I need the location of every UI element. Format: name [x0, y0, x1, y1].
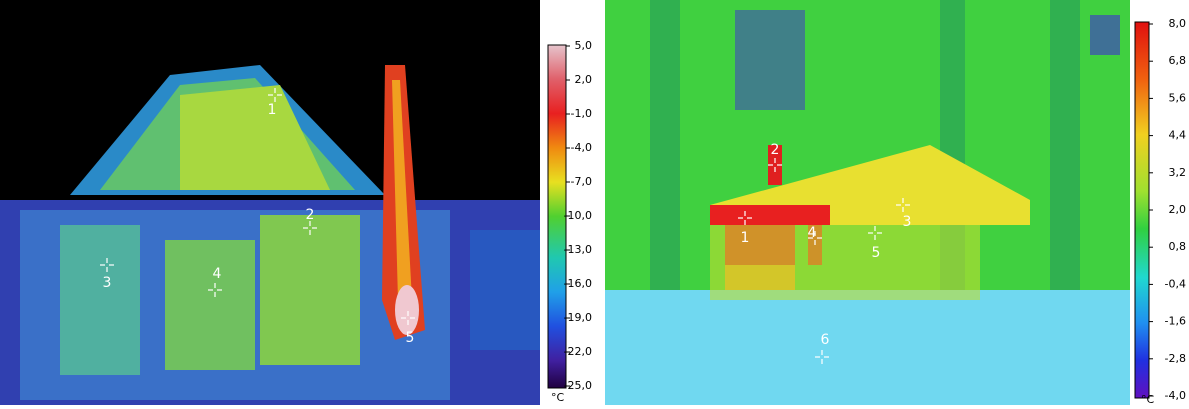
scale-label: -13,0: [564, 243, 592, 256]
scale-label: 0,8: [1169, 240, 1187, 253]
measure-label: 6: [821, 332, 830, 348]
measure-label: 5: [872, 245, 881, 261]
measure-label: 5: [406, 330, 415, 346]
right-unit: °C: [1141, 393, 1155, 405]
measure-label: 1: [741, 230, 750, 246]
scale-label: 5,0: [575, 39, 593, 52]
right-color-scale: [1135, 22, 1149, 398]
scale-label: -19,0: [564, 311, 592, 324]
scale-label: 2,0: [575, 73, 593, 86]
scale-label: -22,0: [564, 345, 592, 358]
measure-label: 3: [103, 275, 112, 291]
scale-label: 5,6: [1169, 91, 1187, 104]
scale-label: 2,0: [1169, 203, 1187, 216]
left-thermal-image: [0, 0, 540, 405]
scale-label: -25,0: [564, 379, 592, 392]
left-unit: °C: [551, 391, 565, 404]
measure-label: 4: [808, 225, 817, 241]
scale-label: 3,2: [1169, 166, 1187, 179]
scale-label: 8,0: [1169, 17, 1187, 30]
measure-label: 3: [903, 214, 912, 230]
scale-label: -16,0: [564, 277, 592, 290]
scale-label: 4,4: [1169, 129, 1187, 142]
scale-label: -10,0: [564, 209, 592, 222]
measure-label: 2: [771, 142, 780, 158]
measure-label: 2: [306, 207, 315, 223]
scale-label: -1,6: [1165, 315, 1186, 328]
measure-label: 4: [213, 266, 222, 282]
right-thermal-image: [605, 0, 1130, 405]
scale-label: -1,0: [571, 107, 592, 120]
scale-label: -7,0: [571, 175, 592, 188]
thermal-page: °C °C 5,0 2,0 -1,0 -4,0 -7,0 -10,0 -13,0 -16,0 -…: [0, 0, 1189, 405]
scale-label: -4,0: [1165, 389, 1186, 402]
scale-label: -4,0: [571, 141, 592, 154]
scale-label: -2,8: [1165, 352, 1186, 365]
scale-label: -0,4: [1165, 277, 1186, 290]
scale-label: 6,8: [1169, 54, 1187, 67]
measure-label: 1: [268, 102, 277, 118]
